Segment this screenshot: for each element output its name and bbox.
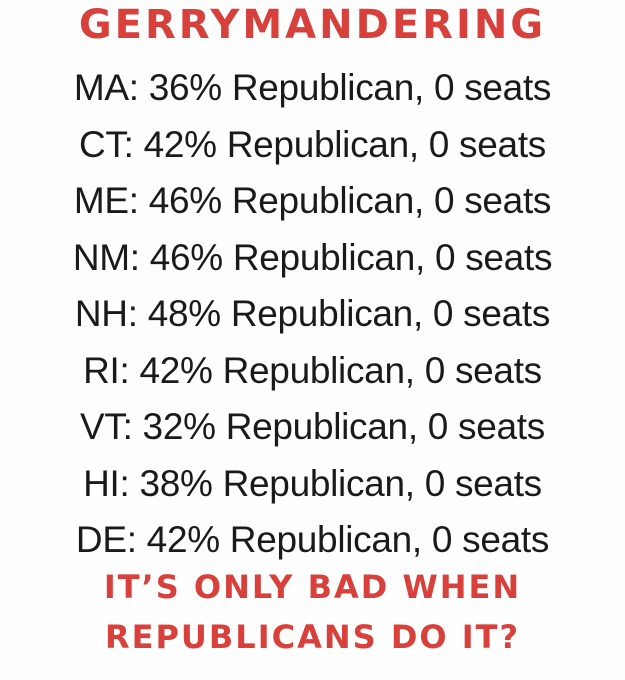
state-stat-row: RI: 42% Republican, 0 seats xyxy=(83,349,542,391)
state-stat-row: CT: 42% Republican, 0 seats xyxy=(79,123,546,165)
state-stat-row: HI: 38% Republican, 0 seats xyxy=(83,462,542,504)
state-stats-list: MA: 36% Republican, 0 seats CT: 42% Repu… xyxy=(0,68,625,577)
tagline-line-1: IT’S ONLY BAD WHEN xyxy=(103,568,522,606)
state-stat-row: ME: 46% Republican, 0 seats xyxy=(73,180,552,221)
state-stat-row: MA: 36% Republican, 0 seats xyxy=(73,67,552,108)
tagline-line-2: REPUBLICANS DO IT? xyxy=(104,618,521,656)
state-stat-row: NH: 48% Republican, 0 seats xyxy=(74,293,551,334)
state-stat-row: DE: 42% Republican, 0 seats xyxy=(75,519,550,560)
state-stat-row: VT: 32% Republican, 0 seats xyxy=(80,406,545,447)
state-stat-row: NM: 46% Republican, 0 seats xyxy=(72,236,553,278)
poster-title: GERRYMANDERING xyxy=(78,2,547,48)
